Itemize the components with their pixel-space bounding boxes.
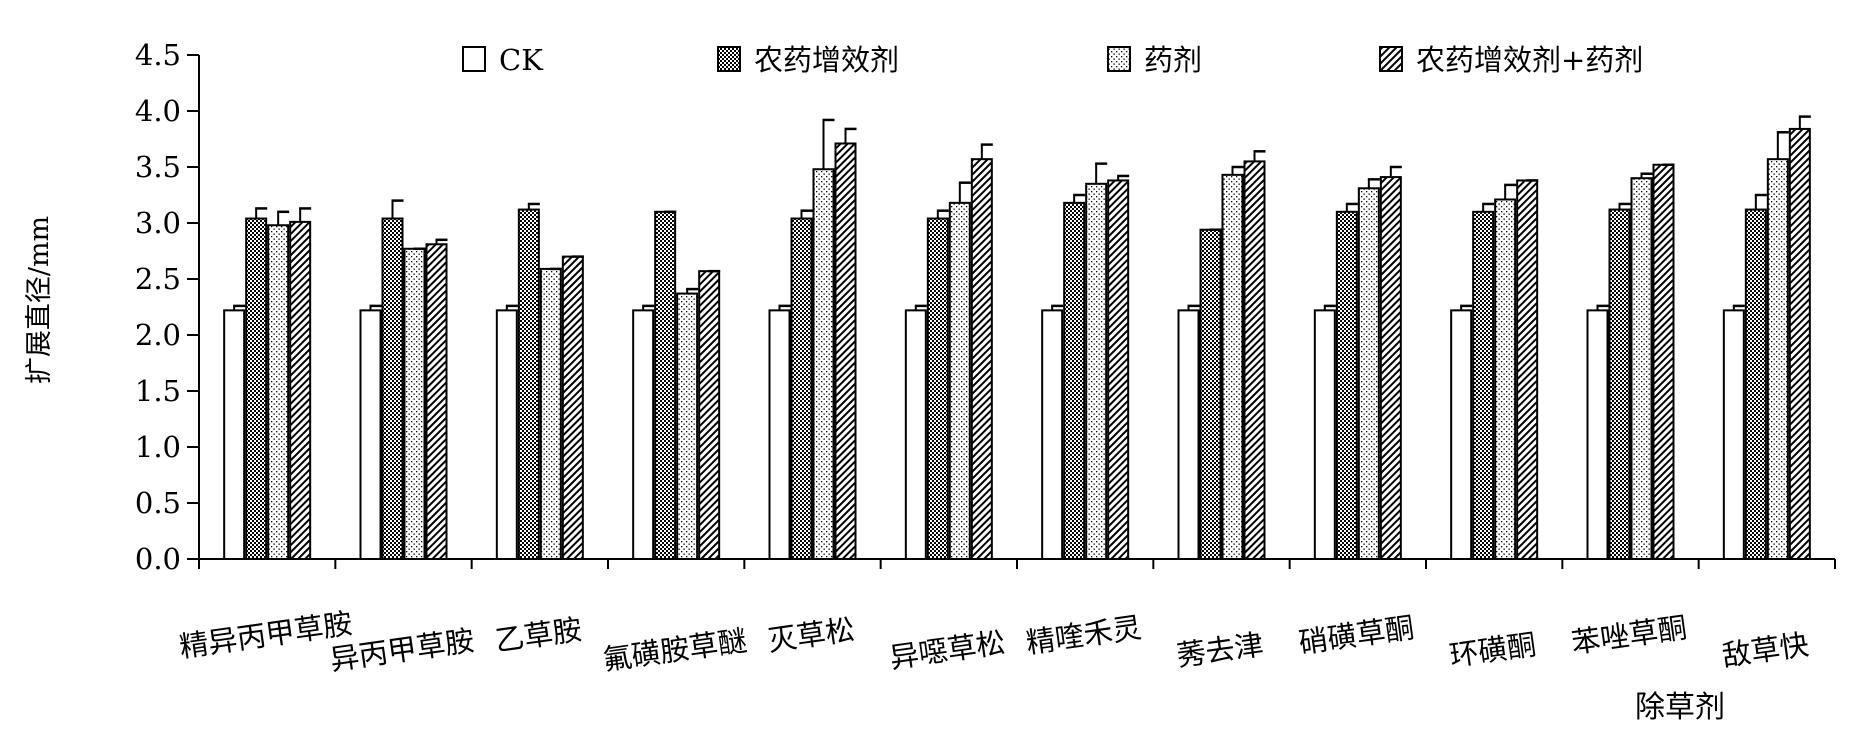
bar xyxy=(1450,309,1473,560)
x-tick-label: 精异丙甲草胺 xyxy=(177,606,354,664)
legend-label: CK xyxy=(499,43,544,77)
x-tick-label: 硝磺草酮 xyxy=(1297,610,1417,660)
bar xyxy=(561,255,584,560)
bar xyxy=(654,210,677,561)
bar xyxy=(539,267,562,560)
bar xyxy=(1107,179,1130,560)
legend-label: 农药增效剂 xyxy=(754,43,899,77)
bar xyxy=(359,309,382,560)
bar xyxy=(790,217,813,561)
bars xyxy=(223,115,1811,561)
legend-swatch xyxy=(462,46,486,72)
legend-swatch xyxy=(1107,46,1131,72)
bar xyxy=(1652,163,1675,560)
bar xyxy=(1313,309,1336,560)
bar xyxy=(1516,179,1539,560)
x-tick-label: 敌草快 xyxy=(1720,627,1811,673)
bar xyxy=(1335,210,1358,561)
y-tick-label: 3.5 xyxy=(135,150,181,184)
bar xyxy=(834,142,857,560)
x-tick-label: 氟磺胺草醚 xyxy=(601,623,749,677)
bar xyxy=(812,168,835,561)
x-tick-label: 灭草松 xyxy=(766,612,857,658)
bar xyxy=(223,309,246,560)
bar xyxy=(1744,208,1767,560)
x-tick-label: 莠去津 xyxy=(1175,627,1266,673)
bar xyxy=(632,309,655,560)
bar xyxy=(768,309,791,560)
legend-label: 药剂 xyxy=(1144,43,1202,77)
bar xyxy=(698,270,721,560)
bar xyxy=(1766,158,1789,560)
y-tick-label: 3.0 xyxy=(135,206,181,240)
bar xyxy=(1221,173,1244,560)
bar xyxy=(970,158,993,560)
legend-swatch xyxy=(1379,46,1403,72)
x-tick-label: 精喹禾灵 xyxy=(1024,610,1144,660)
x-tick-label: 异噁草松 xyxy=(888,625,1008,675)
bar xyxy=(1722,309,1745,560)
y-axis: 0.0 0.5 1.0 1.5 2.0 2.5 3.0 3.5 4.0 4.5 xyxy=(135,38,200,576)
bar xyxy=(425,243,448,560)
bar xyxy=(403,247,426,560)
x-axis-title: 除草剂 xyxy=(1635,690,1725,725)
legend-swatch xyxy=(717,46,741,72)
bar xyxy=(1472,210,1495,561)
bar xyxy=(1041,309,1064,560)
bar xyxy=(289,220,312,560)
bar xyxy=(1494,198,1517,560)
bar xyxy=(1586,309,1609,560)
bar xyxy=(1608,208,1631,560)
bar xyxy=(495,309,518,560)
y-tick-label: 2.5 xyxy=(135,262,181,296)
bar xyxy=(948,201,971,560)
bar xyxy=(1788,127,1811,560)
y-tick-label: 1.0 xyxy=(135,430,181,464)
bar xyxy=(1243,160,1266,560)
bar xyxy=(1085,182,1108,561)
legend: CK 农药增效剂 药剂 农药增效剂+药剂 xyxy=(462,43,1643,77)
y-tick-label: 0.0 xyxy=(135,542,181,576)
legend-label: 农药增效剂+药剂 xyxy=(1416,43,1643,77)
x-tick-label: 乙草胺 xyxy=(493,612,584,658)
bar xyxy=(517,208,540,560)
x-tick-label: 苯唑草酮 xyxy=(1569,610,1689,660)
y-axis-title: 扩展直径/mm xyxy=(24,216,55,384)
bar xyxy=(904,309,927,560)
bar xyxy=(926,217,949,561)
y-tick-label: 1.5 xyxy=(135,374,181,408)
bar xyxy=(245,217,268,561)
bar xyxy=(676,292,699,560)
bar xyxy=(1177,309,1200,560)
y-tick-label: 4.5 xyxy=(135,38,181,72)
y-tick-label: 4.0 xyxy=(135,94,181,128)
bar xyxy=(1379,176,1402,561)
x-tick-label: 环磺酮 xyxy=(1447,627,1538,673)
bar xyxy=(1063,201,1086,560)
y-tick-label: 0.5 xyxy=(135,486,181,520)
bar xyxy=(1630,177,1653,560)
bar xyxy=(267,224,290,561)
bar xyxy=(381,217,404,561)
bar xyxy=(1199,228,1222,560)
y-tick-label: 2.0 xyxy=(135,318,181,352)
bar xyxy=(1357,187,1380,560)
